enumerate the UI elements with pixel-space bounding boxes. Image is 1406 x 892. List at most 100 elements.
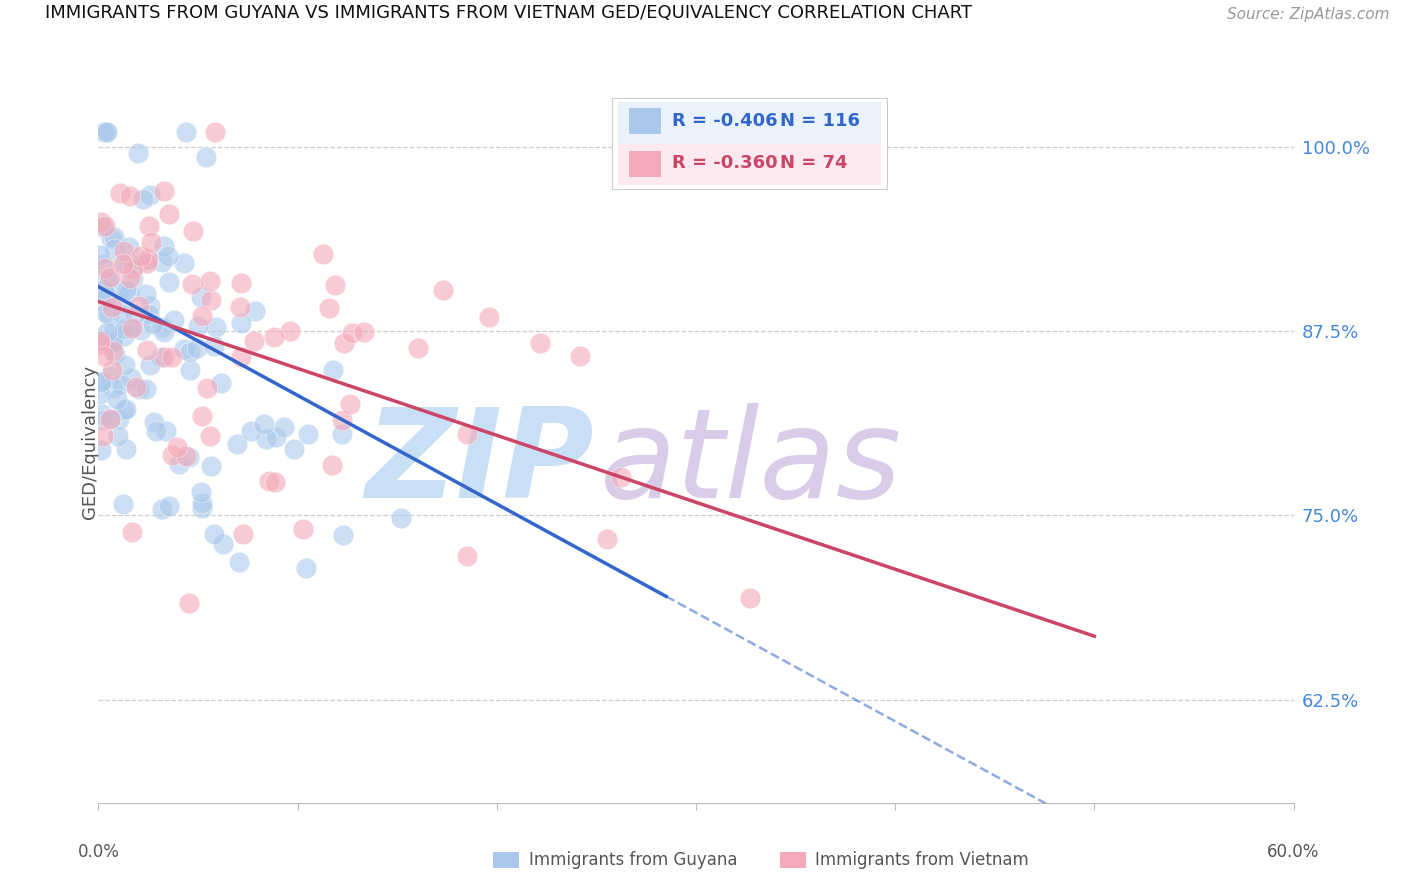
Point xyxy=(104,347,127,361)
Point xyxy=(96,306,118,320)
Point xyxy=(177,596,200,610)
FancyBboxPatch shape xyxy=(613,98,887,189)
Point xyxy=(353,326,375,340)
Point xyxy=(187,319,209,334)
Point xyxy=(105,392,128,407)
Point xyxy=(186,341,208,355)
Point xyxy=(212,536,235,550)
Point xyxy=(93,125,115,139)
Point xyxy=(101,335,124,350)
Point xyxy=(191,501,214,516)
Point xyxy=(125,380,148,394)
Point xyxy=(190,484,212,499)
Text: R = -0.360: R = -0.360 xyxy=(672,153,778,171)
Point xyxy=(121,272,143,286)
Point xyxy=(135,287,157,301)
Point xyxy=(191,409,214,424)
Point xyxy=(90,413,112,427)
Point xyxy=(340,326,363,340)
Point xyxy=(114,402,136,417)
Point xyxy=(332,528,354,542)
Point xyxy=(120,189,142,203)
Point xyxy=(254,432,277,446)
Point xyxy=(232,526,254,541)
Point xyxy=(127,145,149,160)
Point xyxy=(173,342,195,356)
Point xyxy=(200,293,222,307)
Point xyxy=(283,442,305,456)
Point xyxy=(115,401,138,416)
Text: ZIP: ZIP xyxy=(366,402,595,524)
Point xyxy=(135,343,157,357)
Point xyxy=(152,239,174,253)
Point xyxy=(389,511,412,525)
Point xyxy=(135,382,157,396)
Point xyxy=(94,219,117,233)
Point xyxy=(103,230,125,244)
Point xyxy=(166,440,188,454)
Point xyxy=(120,322,142,336)
Point xyxy=(191,310,214,324)
Point xyxy=(100,231,122,245)
Point xyxy=(122,262,145,277)
Bar xyxy=(619,144,882,185)
Point xyxy=(96,125,118,139)
Point xyxy=(90,215,112,229)
Point xyxy=(138,307,160,321)
Point xyxy=(103,324,125,338)
Point xyxy=(179,363,201,377)
Point xyxy=(101,381,124,395)
Point xyxy=(112,258,135,272)
Point xyxy=(96,290,118,304)
Point xyxy=(456,549,478,564)
Point xyxy=(243,334,266,348)
Point xyxy=(292,522,315,536)
Point xyxy=(132,192,155,206)
Point xyxy=(245,304,267,318)
Point xyxy=(112,322,135,336)
Point xyxy=(100,412,122,426)
Point xyxy=(610,470,633,484)
Point xyxy=(150,350,173,364)
Point xyxy=(173,256,195,270)
Point xyxy=(330,413,353,427)
Point xyxy=(136,253,159,268)
Point xyxy=(596,532,619,546)
Point xyxy=(135,256,157,270)
Point xyxy=(121,524,143,539)
Point xyxy=(98,273,121,287)
Point xyxy=(157,207,180,221)
Point xyxy=(124,308,146,322)
Point xyxy=(568,350,591,364)
Point xyxy=(312,247,335,261)
Text: Immigrants from Vietnam: Immigrants from Vietnam xyxy=(815,851,1029,869)
Point xyxy=(162,448,184,462)
Point xyxy=(93,349,115,363)
Point xyxy=(202,339,225,353)
Point xyxy=(101,363,124,377)
Point xyxy=(139,235,162,249)
Point xyxy=(202,527,225,541)
Bar xyxy=(494,852,519,868)
Point xyxy=(456,427,478,442)
Point xyxy=(115,283,138,297)
Point xyxy=(209,376,232,390)
Point xyxy=(120,270,142,285)
Text: atlas: atlas xyxy=(600,402,903,524)
Point xyxy=(231,316,253,330)
Point xyxy=(142,318,165,332)
Point xyxy=(93,282,115,296)
Point xyxy=(174,125,197,139)
Point xyxy=(190,290,212,304)
Point xyxy=(205,319,228,334)
Point xyxy=(278,325,301,339)
Point xyxy=(239,424,262,438)
Point xyxy=(157,499,180,513)
Point xyxy=(108,186,131,201)
Point xyxy=(89,336,111,351)
Text: 0.0%: 0.0% xyxy=(77,843,120,861)
Point xyxy=(101,300,124,314)
Text: 60.0%: 60.0% xyxy=(1267,843,1320,861)
Point xyxy=(89,334,111,349)
Point xyxy=(157,275,180,289)
